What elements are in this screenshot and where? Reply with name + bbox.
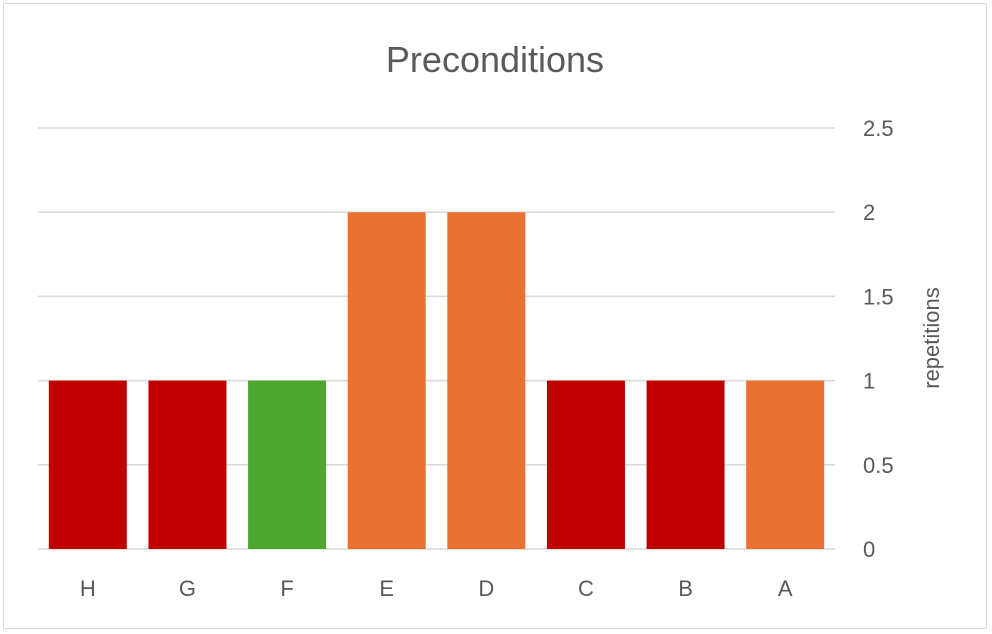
bar-f [248, 380, 327, 549]
bar-b [646, 380, 725, 549]
y-tick-label: 0.5 [863, 453, 894, 478]
y-tick-labels: 0 0.5 1 1.5 2 2.5 [863, 116, 894, 562]
x-tick-label: G [179, 576, 196, 601]
x-tick-label: B [678, 576, 693, 601]
y-tick-label: 1.5 [863, 284, 894, 309]
y-axis-title: repetitions [919, 287, 944, 389]
x-tick-label: E [379, 576, 394, 601]
x-tick-label: D [478, 576, 494, 601]
y-tick-label: 1 [863, 369, 875, 394]
x-tick-label: H [80, 576, 96, 601]
y-tick-label: 2.5 [863, 116, 894, 141]
bars [48, 212, 825, 549]
bar-e [347, 212, 426, 549]
x-tick-label: A [778, 576, 793, 601]
bar-d [447, 212, 526, 549]
bar-h [48, 380, 127, 549]
bar-c [546, 380, 625, 549]
bar-g [148, 380, 227, 549]
chart-title: Preconditions [386, 39, 604, 80]
bar-a [746, 380, 825, 549]
y-tick-label: 0 [863, 537, 875, 562]
y-tick-label: 2 [863, 200, 875, 225]
x-tick-label: F [280, 576, 293, 601]
x-tick-label: C [578, 576, 594, 601]
